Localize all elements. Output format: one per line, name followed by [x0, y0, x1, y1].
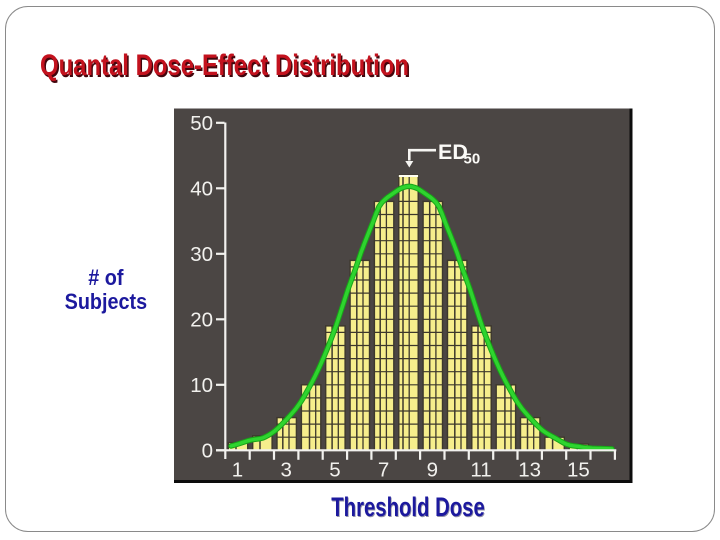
svg-text:40: 40 [190, 178, 213, 201]
svg-text:15: 15 [567, 459, 590, 482]
svg-text:3: 3 [280, 459, 291, 482]
svg-text:30: 30 [190, 243, 213, 266]
svg-text:0: 0 [202, 440, 213, 463]
svg-text:5: 5 [329, 459, 340, 482]
svg-text:20: 20 [190, 309, 213, 332]
svg-text:1: 1 [232, 459, 243, 482]
svg-text:50: 50 [464, 151, 481, 168]
svg-text:ED: ED [438, 140, 468, 164]
svg-text:50: 50 [190, 112, 213, 135]
svg-text:7: 7 [378, 459, 389, 482]
svg-text:13: 13 [518, 459, 541, 482]
svg-text:10: 10 [190, 374, 213, 397]
svg-text:9: 9 [427, 459, 438, 482]
svg-text:11: 11 [470, 459, 491, 482]
